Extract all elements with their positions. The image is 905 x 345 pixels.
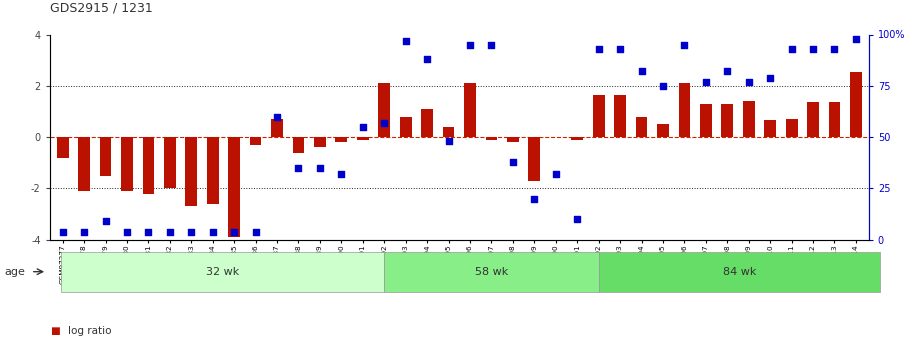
Point — [827, 46, 842, 52]
Point — [270, 114, 284, 119]
Text: GDS2915 / 1231: GDS2915 / 1231 — [50, 2, 153, 15]
Bar — [121, 137, 133, 191]
Point — [99, 218, 113, 224]
Bar — [250, 137, 262, 145]
Bar — [765, 120, 776, 137]
Bar — [571, 137, 583, 140]
Point — [591, 46, 605, 52]
Point — [785, 46, 799, 52]
Bar — [78, 137, 90, 191]
Bar — [272, 119, 283, 137]
Bar — [507, 137, 519, 142]
Bar — [464, 83, 476, 137]
Point — [720, 69, 735, 74]
Bar — [721, 104, 733, 137]
Point — [334, 171, 348, 177]
Text: log ratio: log ratio — [68, 326, 111, 336]
Bar — [443, 127, 454, 137]
Bar — [336, 137, 348, 142]
Bar — [850, 72, 862, 137]
Point — [55, 229, 70, 234]
Point — [527, 196, 541, 201]
Point — [420, 56, 434, 62]
Text: ■: ■ — [50, 326, 60, 336]
Point — [163, 229, 177, 234]
Point — [313, 165, 328, 171]
Bar — [593, 95, 605, 137]
Bar — [657, 124, 669, 137]
Bar — [378, 83, 390, 137]
Text: 84 wk: 84 wk — [723, 267, 757, 277]
Bar — [529, 137, 540, 181]
Point — [356, 124, 370, 130]
Point — [77, 229, 91, 234]
Bar — [57, 137, 69, 158]
Point — [741, 79, 756, 85]
Point — [849, 36, 863, 41]
Bar — [486, 137, 498, 140]
Point — [462, 42, 477, 48]
Point — [119, 229, 134, 234]
Bar — [142, 137, 154, 194]
Point — [677, 42, 691, 48]
Bar — [400, 117, 412, 137]
Point — [227, 229, 242, 234]
Bar — [635, 117, 647, 137]
Point — [613, 46, 627, 52]
Point — [398, 38, 413, 43]
Point — [506, 159, 520, 165]
Bar — [186, 137, 197, 206]
Point — [656, 83, 671, 89]
Point — [570, 217, 585, 222]
Point — [763, 75, 777, 80]
Bar — [164, 137, 176, 188]
Point — [248, 229, 262, 234]
Bar — [207, 137, 219, 204]
Point — [548, 171, 563, 177]
Point — [634, 69, 649, 74]
Bar — [421, 109, 433, 137]
Bar — [679, 83, 691, 137]
Point — [141, 229, 156, 234]
Point — [377, 120, 392, 126]
Point — [442, 138, 456, 144]
Bar — [807, 102, 819, 137]
Bar — [786, 119, 797, 137]
Bar — [314, 137, 326, 147]
Point — [699, 79, 713, 85]
Bar — [357, 137, 368, 140]
Text: age: age — [5, 267, 25, 277]
Bar — [614, 95, 626, 137]
Bar — [100, 137, 111, 176]
Bar — [743, 101, 755, 137]
Point — [484, 42, 499, 48]
Point — [805, 46, 820, 52]
Point — [291, 165, 306, 171]
Bar — [700, 104, 711, 137]
Point — [184, 229, 198, 234]
Text: 32 wk: 32 wk — [205, 267, 239, 277]
Bar — [228, 137, 240, 237]
Text: 58 wk: 58 wk — [475, 267, 509, 277]
Point — [205, 229, 220, 234]
Bar — [829, 102, 841, 137]
Bar — [292, 137, 304, 152]
